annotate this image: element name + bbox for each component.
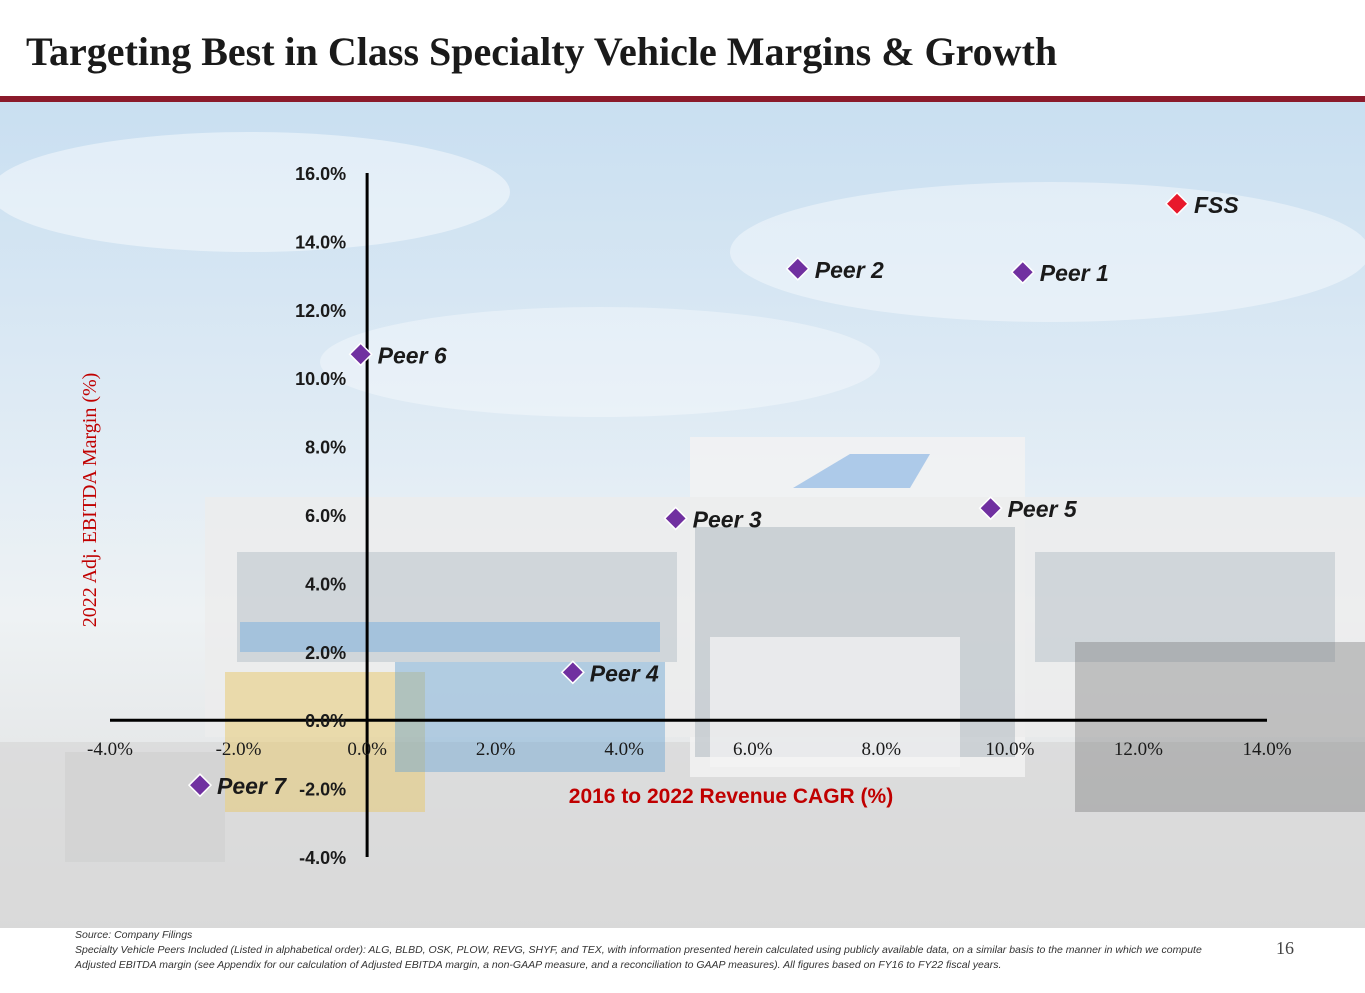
x-tick-label: -4.0%	[87, 739, 133, 760]
slide-title: Targeting Best in Class Specialty Vehicl…	[26, 29, 1058, 74]
point-label: Peer 1	[1040, 260, 1109, 286]
x-axis-title: 2016 to 2022 Revenue CAGR (%)	[569, 785, 893, 808]
point-label: Peer 4	[590, 660, 659, 686]
y-tick-label: 10.0%	[295, 369, 346, 389]
point-label: Peer 2	[815, 257, 884, 283]
chart-points: FSS Peer 1 Peer 2 Peer 3 Peer 4 Peer 5 Peer 6 P…	[187, 191, 1239, 799]
y-tick-label: 16.0%	[295, 164, 346, 184]
y-tick-label: 2.0%	[305, 643, 346, 663]
y-tick-label: 8.0%	[305, 438, 346, 458]
scatter-chart: -4.0% -2.0% 0.0% 2.0% 4.0% 6.0% 8.0% 10.0% 12.0%…	[0, 102, 1365, 928]
peer-point	[348, 342, 373, 367]
point-label: Peer 7	[217, 773, 287, 799]
peer-point	[1010, 260, 1035, 285]
x-tick-label: 12.0%	[1114, 739, 1163, 760]
x-tick-label: 8.0%	[862, 739, 902, 760]
source-note: Source: Company Filings	[75, 929, 193, 941]
x-tick-label: 0.0%	[347, 739, 387, 760]
y-tick-label: -4.0%	[299, 848, 346, 868]
y-tick-label: 4.0%	[305, 574, 346, 594]
fss-point	[1164, 191, 1190, 216]
x-tick-label: 4.0%	[604, 739, 644, 760]
peer-point	[187, 773, 213, 798]
x-tick-label: 10.0%	[985, 739, 1034, 760]
y-tick-label: 12.0%	[295, 301, 346, 321]
chart-axes	[110, 173, 1267, 857]
y-axis-title: 2022 Adj. EBITDA Margin (%)	[79, 373, 101, 628]
y-tick-label: 6.0%	[305, 506, 346, 526]
footnotes: Source: Company Filings Specialty Vehicl…	[75, 928, 1215, 973]
peer-point	[978, 496, 1003, 521]
peer-point	[663, 506, 688, 531]
chart-panel: -4.0% -2.0% 0.0% 2.0% 4.0% 6.0% 8.0% 10.0% 12.0%…	[0, 102, 1365, 993]
title-divider	[0, 96, 1365, 102]
peer-point	[560, 660, 585, 685]
y-tick-label: 14.0%	[295, 232, 346, 252]
peer-point	[785, 256, 810, 281]
y-tick-label: -2.0%	[299, 780, 346, 800]
chart-tick-labels: -4.0% -2.0% 0.0% 2.0% 4.0% 6.0% 8.0% 10.0% 12.0%…	[87, 164, 1292, 868]
x-tick-label: 2.0%	[476, 739, 516, 760]
peer-note: Specialty Vehicle Peers Included (Listed…	[75, 944, 1202, 971]
point-label: Peer 6	[378, 342, 447, 368]
point-label: FSS	[1194, 192, 1239, 218]
background-photo	[0, 102, 1365, 928]
y-tick-label: 0.0%	[305, 711, 346, 731]
x-tick-label: 14.0%	[1242, 739, 1291, 760]
x-tick-label: -2.0%	[216, 739, 262, 760]
point-label: Peer 5	[1008, 496, 1078, 522]
point-label: Peer 3	[693, 506, 762, 532]
x-tick-label: 6.0%	[733, 739, 773, 760]
page-number: 16	[1276, 938, 1294, 958]
